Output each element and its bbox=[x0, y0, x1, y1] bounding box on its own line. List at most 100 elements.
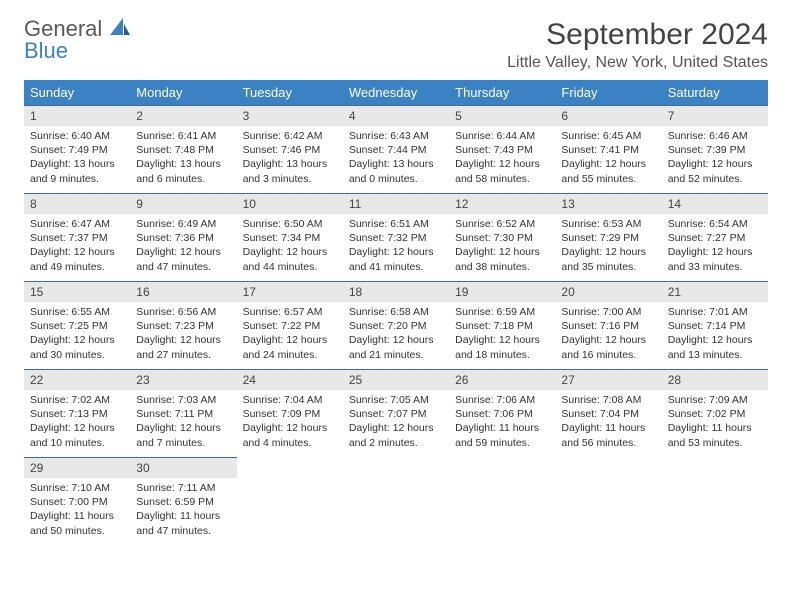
sunset-text: Sunset: 7:00 PM bbox=[30, 495, 124, 509]
daylight-text: Daylight: 13 hours and 6 minutes. bbox=[136, 157, 230, 185]
daylight-text: Daylight: 12 hours and 13 minutes. bbox=[668, 333, 762, 361]
calendar-day-cell: 7Sunrise: 6:46 AMSunset: 7:39 PMDaylight… bbox=[662, 106, 768, 194]
sunset-text: Sunset: 7:34 PM bbox=[243, 231, 337, 245]
daylight-text: Daylight: 12 hours and 35 minutes. bbox=[561, 245, 655, 273]
calendar-empty-cell bbox=[449, 458, 555, 546]
day-info: Sunrise: 7:11 AMSunset: 6:59 PMDaylight:… bbox=[130, 478, 236, 544]
title-block: September 2024 Little Valley, New York, … bbox=[507, 18, 768, 72]
day-number: 11 bbox=[343, 194, 449, 214]
sunset-text: Sunset: 7:39 PM bbox=[668, 143, 762, 157]
sunset-text: Sunset: 7:46 PM bbox=[243, 143, 337, 157]
sunrise-text: Sunrise: 6:42 AM bbox=[243, 129, 337, 143]
daylight-text: Daylight: 12 hours and 58 minutes. bbox=[455, 157, 549, 185]
daylight-text: Daylight: 12 hours and 47 minutes. bbox=[136, 245, 230, 273]
day-number: 12 bbox=[449, 194, 555, 214]
day-number: 5 bbox=[449, 106, 555, 126]
calendar-week-row: 29Sunrise: 7:10 AMSunset: 7:00 PMDayligh… bbox=[24, 458, 768, 546]
day-info: Sunrise: 6:43 AMSunset: 7:44 PMDaylight:… bbox=[343, 126, 449, 192]
sunset-text: Sunset: 7:16 PM bbox=[561, 319, 655, 333]
sunset-text: Sunset: 7:48 PM bbox=[136, 143, 230, 157]
daylight-text: Daylight: 11 hours and 59 minutes. bbox=[455, 421, 549, 449]
day-info: Sunrise: 6:54 AMSunset: 7:27 PMDaylight:… bbox=[662, 214, 768, 280]
day-header-tuesday: Tuesday bbox=[237, 80, 343, 106]
day-number: 28 bbox=[662, 370, 768, 390]
day-info: Sunrise: 6:53 AMSunset: 7:29 PMDaylight:… bbox=[555, 214, 661, 280]
calendar-week-row: 8Sunrise: 6:47 AMSunset: 7:37 PMDaylight… bbox=[24, 194, 768, 282]
daylight-text: Daylight: 13 hours and 0 minutes. bbox=[349, 157, 443, 185]
calendar-day-cell: 2 Sunrise: 6:41 AMSunset: 7:48 PMDaylight… bbox=[130, 106, 236, 194]
day-number: 4 bbox=[343, 106, 449, 126]
sunrise-text: Sunrise: 7:01 AM bbox=[668, 305, 762, 319]
calendar-day-cell: 12Sunrise: 6:52 AMSunset: 7:30 PMDayligh… bbox=[449, 194, 555, 282]
sunset-text: Sunset: 7:02 PM bbox=[668, 407, 762, 421]
sunset-text: Sunset: 7:30 PM bbox=[455, 231, 549, 245]
daylight-text: Daylight: 13 hours and 3 minutes. bbox=[243, 157, 337, 185]
day-number: 16 bbox=[130, 282, 236, 302]
logo-line2: Blue bbox=[24, 38, 68, 63]
sunset-text: Sunset: 7:20 PM bbox=[349, 319, 443, 333]
daylight-text: Daylight: 11 hours and 47 minutes. bbox=[136, 509, 230, 537]
daylight-text: Daylight: 12 hours and 2 minutes. bbox=[349, 421, 443, 449]
daylight-text: Daylight: 12 hours and 52 minutes. bbox=[668, 157, 762, 185]
sunset-text: Sunset: 6:59 PM bbox=[136, 495, 230, 509]
calendar-day-cell: 1Sunrise: 6:40 AMSunset: 7:49 PMDaylight… bbox=[24, 106, 130, 194]
sunset-text: Sunset: 7:13 PM bbox=[30, 407, 124, 421]
logo-sail-icon bbox=[110, 16, 130, 41]
day-header-saturday: Saturday bbox=[662, 80, 768, 106]
calendar-day-cell: 28Sunrise: 7:09 AMSunset: 7:02 PMDayligh… bbox=[662, 370, 768, 458]
daylight-text: Daylight: 12 hours and 18 minutes. bbox=[455, 333, 549, 361]
sunset-text: Sunset: 7:11 PM bbox=[136, 407, 230, 421]
calendar-day-cell: 30Sunrise: 7:11 AMSunset: 6:59 PMDayligh… bbox=[130, 458, 236, 546]
logo-text: General Blue bbox=[24, 18, 130, 62]
daylight-text: Daylight: 12 hours and 10 minutes. bbox=[30, 421, 124, 449]
calendar-day-cell: 17Sunrise: 6:57 AMSunset: 7:22 PMDayligh… bbox=[237, 282, 343, 370]
day-number: 17 bbox=[237, 282, 343, 302]
logo: General Blue bbox=[24, 18, 130, 62]
sunrise-text: Sunrise: 6:50 AM bbox=[243, 217, 337, 231]
day-info: Sunrise: 7:00 AMSunset: 7:16 PMDaylight:… bbox=[555, 302, 661, 368]
calendar-day-cell: 27Sunrise: 7:08 AMSunset: 7:04 PMDayligh… bbox=[555, 370, 661, 458]
day-info: Sunrise: 6:56 AMSunset: 7:23 PMDaylight:… bbox=[130, 302, 236, 368]
day-info: Sunrise: 7:03 AMSunset: 7:11 PMDaylight:… bbox=[130, 390, 236, 456]
daylight-text: Daylight: 12 hours and 27 minutes. bbox=[136, 333, 230, 361]
calendar-day-cell: 16Sunrise: 6:56 AMSunset: 7:23 PMDayligh… bbox=[130, 282, 236, 370]
day-info: Sunrise: 6:42 AMSunset: 7:46 PMDaylight:… bbox=[237, 126, 343, 192]
day-info: Sunrise: 6:52 AMSunset: 7:30 PMDaylight:… bbox=[449, 214, 555, 280]
daylight-text: Daylight: 12 hours and 4 minutes. bbox=[243, 421, 337, 449]
sunset-text: Sunset: 7:22 PM bbox=[243, 319, 337, 333]
day-number: 21 bbox=[662, 282, 768, 302]
day-number: 2 bbox=[130, 106, 236, 126]
day-info: Sunrise: 6:55 AMSunset: 7:25 PMDaylight:… bbox=[24, 302, 130, 368]
day-info: Sunrise: 6:58 AMSunset: 7:20 PMDaylight:… bbox=[343, 302, 449, 368]
sunset-text: Sunset: 7:06 PM bbox=[455, 407, 549, 421]
sunrise-text: Sunrise: 7:11 AM bbox=[136, 481, 230, 495]
day-number: 18 bbox=[343, 282, 449, 302]
calendar-day-cell: 20Sunrise: 7:00 AMSunset: 7:16 PMDayligh… bbox=[555, 282, 661, 370]
day-info: Sunrise: 7:09 AMSunset: 7:02 PMDaylight:… bbox=[662, 390, 768, 456]
calendar-day-cell: 4Sunrise: 6:43 AMSunset: 7:44 PMDaylight… bbox=[343, 106, 449, 194]
daylight-text: Daylight: 12 hours and 38 minutes. bbox=[455, 245, 549, 273]
day-number: 8 bbox=[24, 194, 130, 214]
day-number: 3 bbox=[237, 106, 343, 126]
daylight-text: Daylight: 11 hours and 53 minutes. bbox=[668, 421, 762, 449]
sunrise-text: Sunrise: 7:09 AM bbox=[668, 393, 762, 407]
day-info: Sunrise: 6:50 AMSunset: 7:34 PMDaylight:… bbox=[237, 214, 343, 280]
sunrise-text: Sunrise: 7:06 AM bbox=[455, 393, 549, 407]
day-number: 29 bbox=[24, 458, 130, 478]
sunset-text: Sunset: 7:07 PM bbox=[349, 407, 443, 421]
day-number: 30 bbox=[130, 458, 236, 478]
location: Little Valley, New York, United States bbox=[507, 54, 768, 72]
calendar-body: 1Sunrise: 6:40 AMSunset: 7:49 PMDaylight… bbox=[24, 106, 768, 546]
calendar-empty-cell bbox=[555, 458, 661, 546]
day-header-wednesday: Wednesday bbox=[343, 80, 449, 106]
sunset-text: Sunset: 7:36 PM bbox=[136, 231, 230, 245]
sunrise-text: Sunrise: 6:43 AM bbox=[349, 129, 443, 143]
calendar-day-cell: 18Sunrise: 6:58 AMSunset: 7:20 PMDayligh… bbox=[343, 282, 449, 370]
calendar-day-cell: 25Sunrise: 7:05 AMSunset: 7:07 PMDayligh… bbox=[343, 370, 449, 458]
sunrise-text: Sunrise: 7:00 AM bbox=[561, 305, 655, 319]
calendar-day-cell: 9Sunrise: 6:49 AMSunset: 7:36 PMDaylight… bbox=[130, 194, 236, 282]
day-info: Sunrise: 6:46 AMSunset: 7:39 PMDaylight:… bbox=[662, 126, 768, 192]
day-number: 19 bbox=[449, 282, 555, 302]
sunrise-text: Sunrise: 6:41 AM bbox=[136, 129, 230, 143]
day-number: 7 bbox=[662, 106, 768, 126]
